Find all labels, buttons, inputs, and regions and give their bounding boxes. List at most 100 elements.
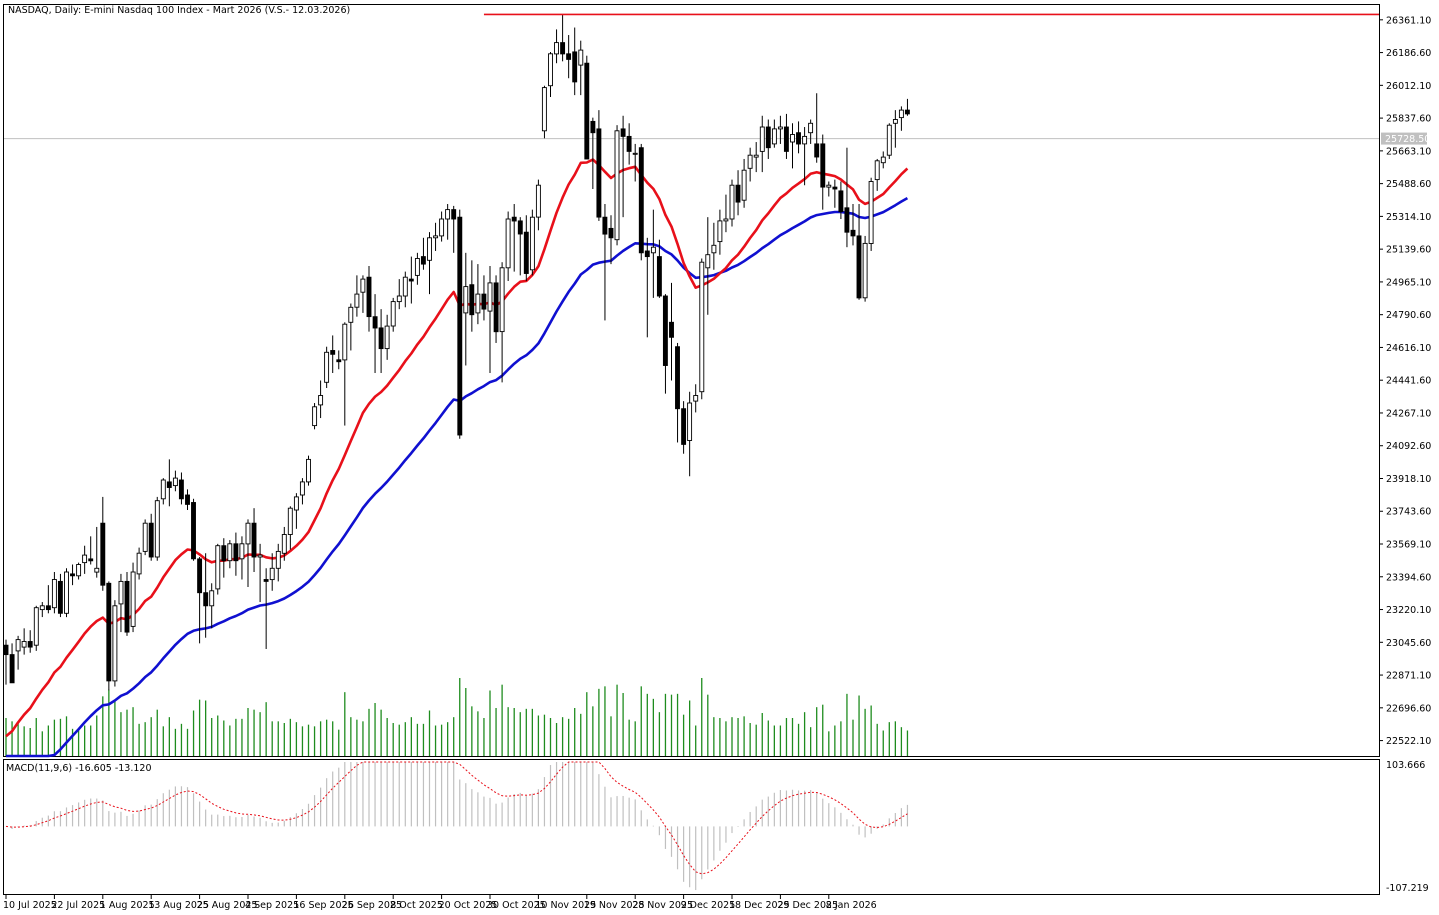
candle-bull: [693, 395, 699, 402]
candle-bull: [862, 242, 868, 299]
candle-bear: [638, 147, 644, 254]
candle-bull: [269, 567, 275, 581]
candle-bear: [681, 408, 687, 445]
candle-bull: [287, 507, 293, 535]
price-tick-label: 24267.10: [1386, 408, 1431, 419]
price-tick-label: 23743.60: [1386, 507, 1431, 518]
date-tick-label: 28 Nov 2025: [632, 900, 693, 911]
price-tick-label: 26186.60: [1386, 48, 1431, 59]
candle-bull: [257, 554, 263, 558]
candle-bull: [172, 477, 178, 487]
candle-bear: [765, 126, 771, 149]
price-tick-label: 24441.60: [1386, 376, 1431, 387]
price-tick-label: 23045.60: [1386, 638, 1431, 649]
candle-bull: [705, 254, 711, 269]
candle-bull: [427, 237, 432, 261]
candle-bear: [493, 282, 499, 333]
candle-bull: [723, 218, 729, 222]
candle-bear: [590, 120, 596, 134]
candle-bear: [584, 62, 590, 160]
candle-bull: [239, 543, 245, 560]
macd-tick-label: -107.219: [1386, 883, 1429, 894]
candle-bear: [856, 235, 862, 299]
candle-bear: [372, 316, 378, 329]
candle-bear: [191, 502, 196, 560]
price-tick-label: 25488.60: [1386, 179, 1431, 190]
candle-bear: [783, 126, 789, 152]
price-tick-label: 24092.60: [1386, 441, 1431, 452]
candle-bull: [354, 293, 360, 308]
candle-bear: [469, 284, 475, 316]
candle-bull: [808, 122, 814, 134]
date-tick-label: 18 Dec 2025: [729, 900, 790, 911]
candle-bull: [868, 181, 874, 244]
price-tick-label: 24965.10: [1386, 277, 1431, 288]
date-tick-label: 29 Dec 2025: [777, 900, 838, 911]
candle-bull: [227, 543, 233, 562]
candle-bear: [330, 350, 336, 355]
candle-bear: [9, 654, 15, 684]
moving-averages: [5, 158, 909, 758]
candle-bull: [554, 42, 559, 55]
candle-bull: [445, 209, 451, 220]
current-price-tag-label: 25728.50: [1385, 134, 1430, 145]
candle-bear: [596, 128, 602, 218]
price-tick-label: 26361.10: [1386, 15, 1431, 26]
candle-bull: [142, 522, 148, 552]
price-tick-label: 22871.10: [1386, 671, 1431, 682]
candle-bull: [130, 571, 136, 627]
candle-bull: [874, 160, 880, 181]
candle-bull: [82, 554, 88, 564]
candle-bull: [39, 605, 45, 611]
candle-bear: [166, 481, 172, 488]
candle-bull: [475, 293, 481, 314]
candle-bear: [904, 109, 910, 115]
candle-bull: [281, 534, 287, 554]
candle-bear: [560, 42, 566, 55]
macd-tick-label: 103.666: [1386, 760, 1425, 771]
candle-bull: [390, 301, 396, 327]
candle-bull: [118, 580, 124, 605]
candle-bear: [45, 605, 51, 611]
candle-bear: [106, 582, 112, 682]
date-tick-label: 1 Aug 2025: [100, 900, 155, 911]
candle-bear: [233, 543, 239, 562]
price-tick-label: 26012.10: [1386, 81, 1431, 92]
candle-bull: [318, 395, 324, 406]
candle-bull: [747, 154, 753, 169]
candle-bear: [57, 580, 63, 614]
candle-bull: [112, 605, 118, 682]
ma-fast-line: [5, 158, 909, 738]
candle-bull: [880, 156, 886, 164]
candle-bull: [578, 49, 584, 66]
candle-bear: [566, 53, 572, 60]
candle-bull: [632, 152, 638, 155]
candle-bear: [735, 184, 741, 203]
date-tick-label: 30 Oct 2025: [487, 900, 546, 911]
candle-bull: [160, 479, 166, 500]
candle-bull: [729, 184, 735, 220]
candle-bull: [154, 500, 160, 558]
candle-bear: [88, 558, 94, 562]
candle-bull: [487, 282, 493, 312]
candle-bear: [100, 522, 106, 586]
candle-bear: [832, 186, 838, 190]
price-tick-label: 25663.10: [1386, 146, 1431, 157]
candlesticks: [3, 14, 910, 691]
price-tick-label: 25837.60: [1386, 114, 1431, 125]
candle-bear: [366, 276, 372, 318]
candle-bull: [136, 552, 142, 575]
date-tick-label: 22 Jul 2025: [51, 900, 105, 911]
candle-bull: [348, 306, 354, 323]
date-tick-label: 9 Dec 2025: [681, 900, 736, 911]
date-tick-label: 19 Nov 2025: [584, 900, 645, 911]
candle-bull: [463, 286, 469, 314]
price-tick-label: 22522.10: [1386, 736, 1431, 747]
price-axis: 26361.10 26186.60 26012.10 25837.60 25663.10…: [1379, 15, 1431, 894]
candle-bull: [614, 130, 620, 241]
candle-bear: [620, 128, 626, 137]
candle-bull: [312, 406, 318, 427]
candle-bear: [602, 216, 608, 235]
candle-bear: [124, 580, 130, 633]
